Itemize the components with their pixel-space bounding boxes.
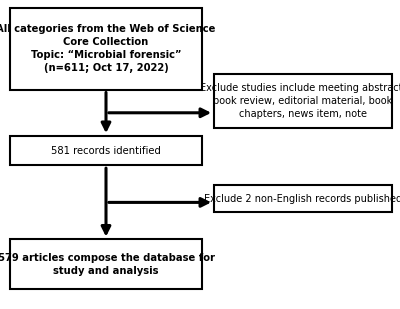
Text: book review, editorial material, book: book review, editorial material, book <box>213 96 393 106</box>
Text: All categories from the Web of Science: All categories from the Web of Science <box>0 24 216 34</box>
Text: Core Collection: Core Collection <box>63 37 149 47</box>
Text: chapters, news item, note: chapters, news item, note <box>239 109 367 119</box>
Text: Exclude 2 non-English records published: Exclude 2 non-English records published <box>204 193 400 204</box>
Text: study and analysis: study and analysis <box>53 266 159 276</box>
Text: 579 articles compose the database for: 579 articles compose the database for <box>0 253 214 263</box>
Text: 581 records identified: 581 records identified <box>51 146 161 156</box>
FancyBboxPatch shape <box>10 8 202 90</box>
Text: Topic: “Microbial forensic”: Topic: “Microbial forensic” <box>31 50 181 60</box>
Text: Exclude studies include meeting abstract,: Exclude studies include meeting abstract… <box>200 83 400 93</box>
FancyBboxPatch shape <box>214 185 392 212</box>
FancyBboxPatch shape <box>214 74 392 128</box>
FancyBboxPatch shape <box>10 136 202 165</box>
Text: (n=611; Oct 17, 2022): (n=611; Oct 17, 2022) <box>44 63 168 73</box>
FancyBboxPatch shape <box>10 239 202 289</box>
